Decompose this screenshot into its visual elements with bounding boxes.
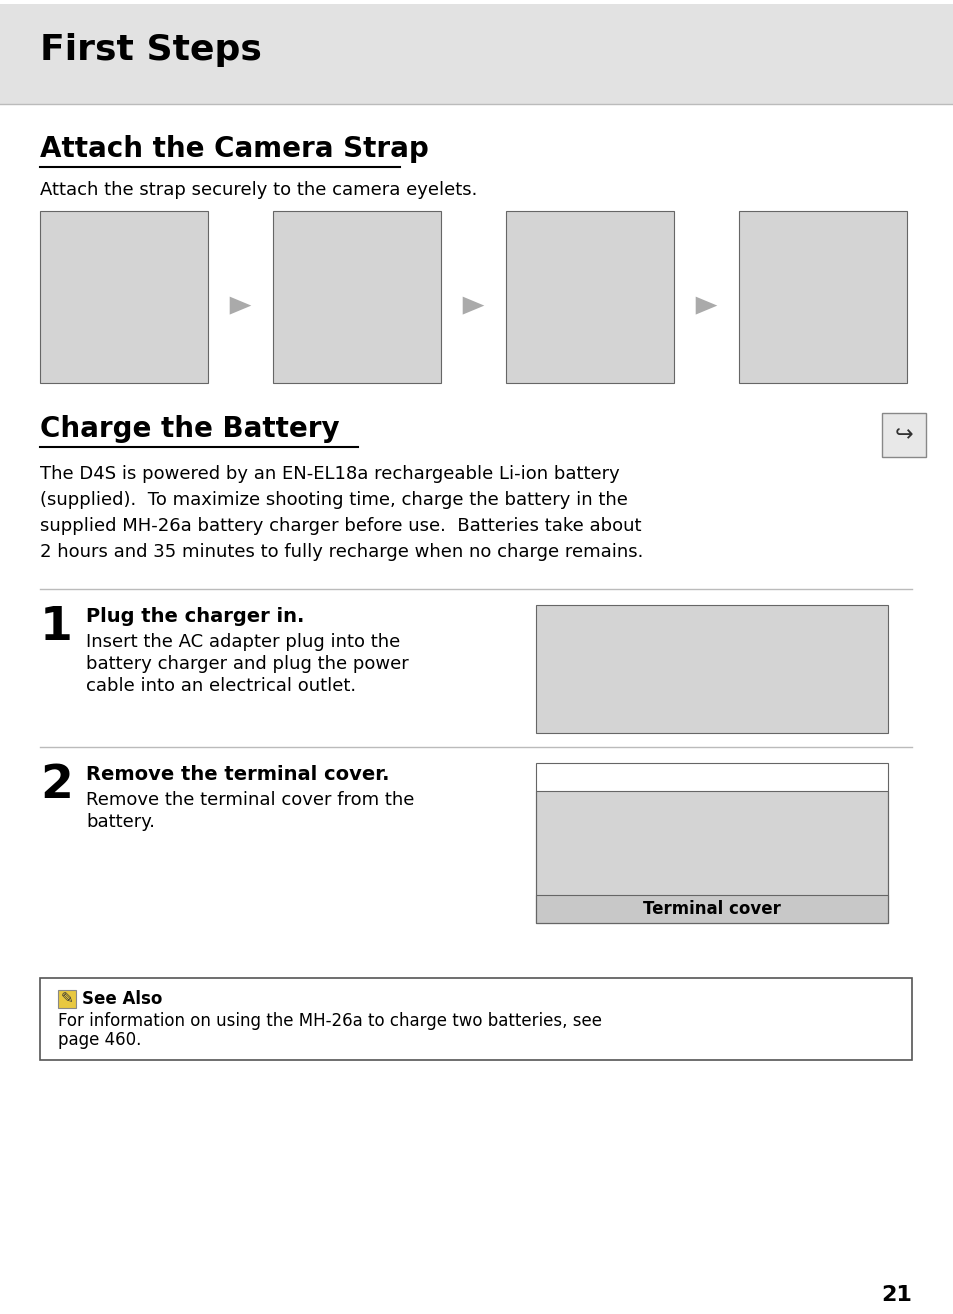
Polygon shape (462, 297, 484, 314)
Text: cable into an electrical outlet.: cable into an electrical outlet. (86, 677, 355, 695)
Text: Remove the terminal cover from the: Remove the terminal cover from the (86, 791, 414, 809)
Text: Remove the terminal cover.: Remove the terminal cover. (86, 765, 389, 784)
Polygon shape (230, 297, 251, 314)
Text: 21: 21 (881, 1285, 911, 1305)
Text: Terminal cover: Terminal cover (642, 900, 781, 918)
Bar (536, 604, 887, 733)
Text: battery charger and plug the power: battery charger and plug the power (86, 654, 408, 673)
Text: 2 hours and 35 minutes to fully recharge when no charge remains.: 2 hours and 35 minutes to fully recharge… (40, 543, 642, 561)
Text: First Steps: First Steps (40, 33, 262, 67)
Text: 1: 1 (40, 604, 72, 650)
Bar (40, 212, 208, 382)
Polygon shape (695, 297, 717, 314)
Bar (536, 763, 887, 922)
Text: The D4S is powered by an EN-EL18a rechargeable Li-ion battery: The D4S is powered by an EN-EL18a rechar… (40, 465, 619, 484)
Bar (273, 212, 440, 382)
Bar (882, 413, 925, 457)
Text: Attach the Camera Strap: Attach the Camera Strap (40, 135, 428, 163)
Text: Attach the strap securely to the camera eyelets.: Attach the strap securely to the camera … (40, 181, 476, 198)
Text: supplied MH-26a battery charger before use.  Batteries take about: supplied MH-26a battery charger before u… (40, 516, 640, 535)
Text: (supplied).  To maximize shooting time, charge the battery in the: (supplied). To maximize shooting time, c… (40, 491, 627, 509)
Text: See Also: See Also (82, 989, 162, 1008)
Bar (0, 4, 953, 104)
Text: ✎: ✎ (61, 992, 73, 1007)
Bar (505, 212, 673, 382)
Text: Plug the charger in.: Plug the charger in. (86, 607, 304, 625)
Text: page 460.: page 460. (58, 1031, 141, 1049)
Text: ↪: ↪ (894, 424, 912, 445)
Bar (739, 212, 906, 382)
Bar (58, 989, 76, 1008)
Text: battery.: battery. (86, 813, 154, 830)
Text: 2: 2 (40, 763, 72, 808)
Bar (536, 791, 887, 922)
Text: Insert the AC adapter plug into the: Insert the AC adapter plug into the (86, 633, 400, 650)
Bar (536, 895, 887, 922)
Text: Charge the Battery: Charge the Battery (40, 415, 339, 443)
Bar (40, 978, 911, 1060)
Text: For information on using the MH-26a to charge two batteries, see: For information on using the MH-26a to c… (58, 1012, 601, 1030)
